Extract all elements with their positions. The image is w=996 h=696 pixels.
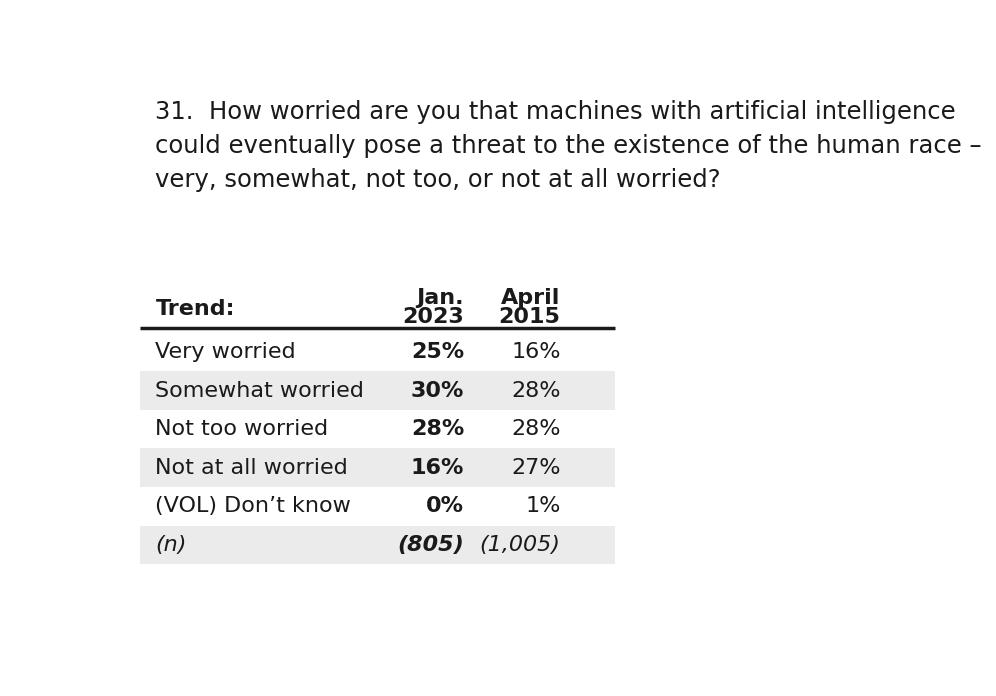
Text: 2015: 2015: [499, 307, 561, 326]
Text: Trend:: Trend:: [155, 299, 235, 319]
Text: 28%: 28%: [511, 419, 561, 439]
Text: 2023: 2023: [402, 307, 464, 326]
Text: (n): (n): [155, 535, 187, 555]
Text: (805): (805): [397, 535, 464, 555]
Text: Not too worried: Not too worried: [155, 419, 329, 439]
Text: 28%: 28%: [411, 419, 464, 439]
Text: 25%: 25%: [411, 342, 464, 362]
Text: 30%: 30%: [410, 381, 464, 401]
Text: 16%: 16%: [511, 342, 561, 362]
Text: 1%: 1%: [525, 496, 561, 516]
Text: Not at all worried: Not at all worried: [155, 458, 349, 477]
Text: 0%: 0%: [426, 496, 464, 516]
FancyBboxPatch shape: [139, 448, 615, 487]
Text: (VOL) Don’t know: (VOL) Don’t know: [155, 496, 352, 516]
Text: 16%: 16%: [410, 458, 464, 477]
Text: 31.  How worried are you that machines with artificial intelligence
could eventu: 31. How worried are you that machines wi…: [155, 100, 982, 193]
Text: (1,005): (1,005): [480, 535, 561, 555]
FancyBboxPatch shape: [139, 371, 615, 410]
FancyBboxPatch shape: [139, 525, 615, 564]
Text: Somewhat worried: Somewhat worried: [155, 381, 365, 401]
Text: April: April: [501, 288, 561, 308]
Text: 27%: 27%: [511, 458, 561, 477]
Text: 28%: 28%: [511, 381, 561, 401]
Text: Very worried: Very worried: [155, 342, 296, 362]
Text: Jan.: Jan.: [416, 288, 464, 308]
